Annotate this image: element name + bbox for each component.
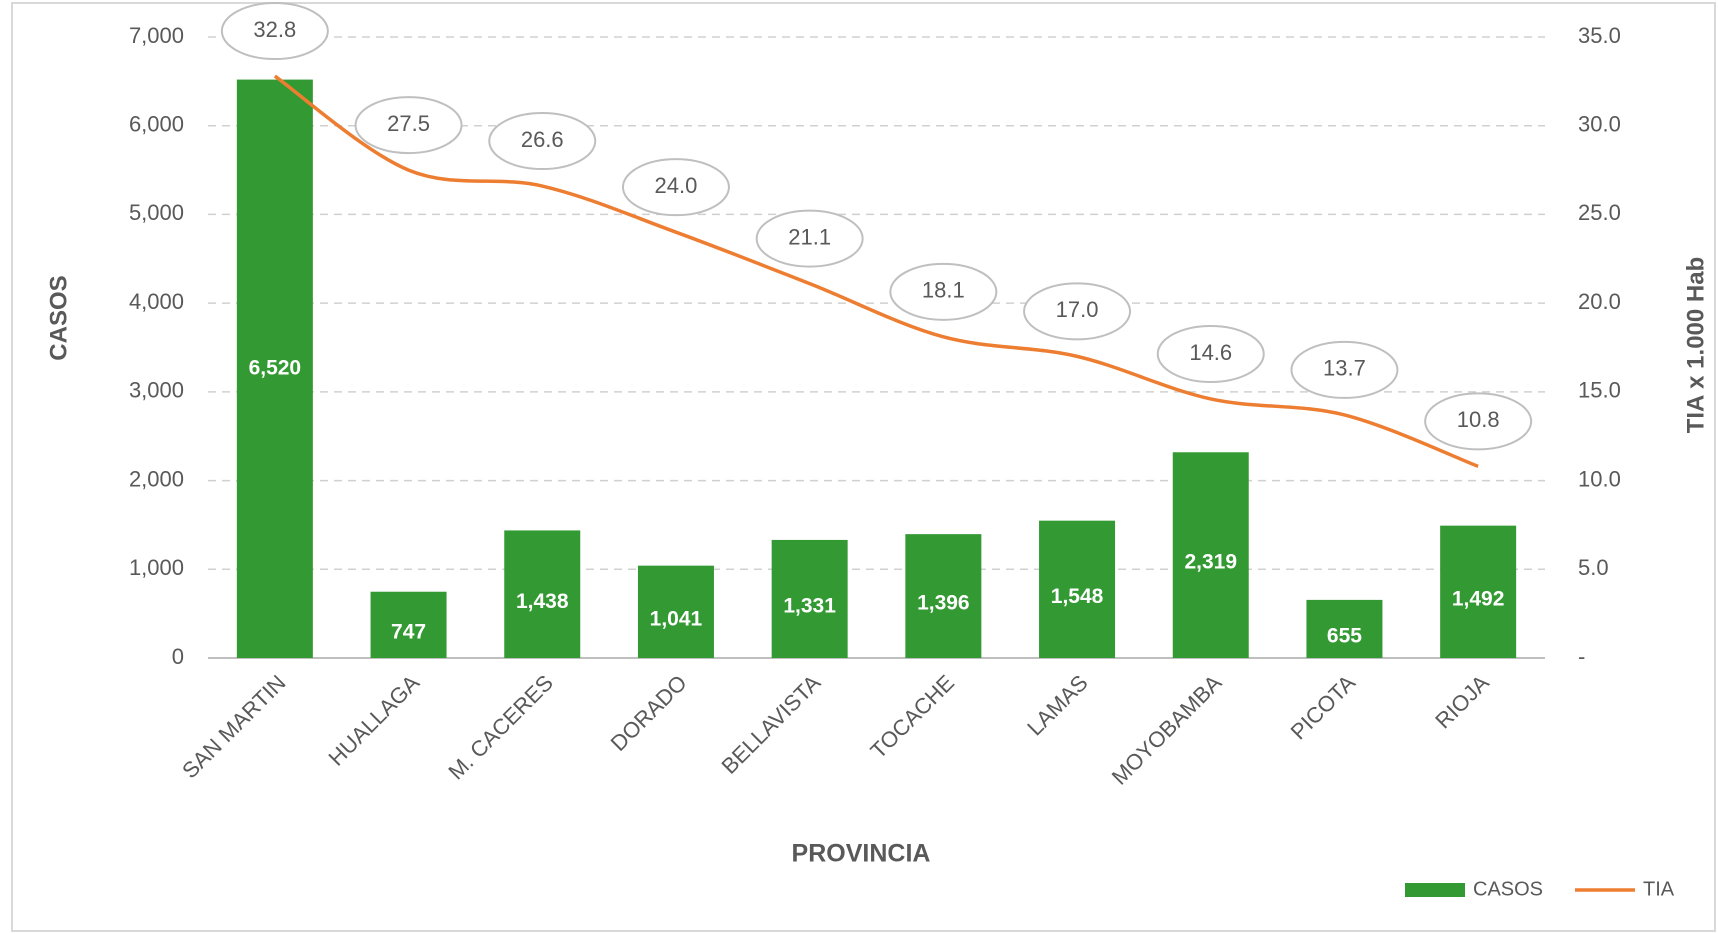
value-label-bubble	[354, 96, 463, 155]
line-value-label: 13.7	[1323, 356, 1366, 381]
bar-value-label: 747	[391, 620, 426, 643]
x-tick-label: LAMAS	[1022, 670, 1092, 740]
y2-tick-label: -	[1578, 644, 1585, 669]
value-label-bubble	[488, 112, 597, 171]
value-label-bubble	[220, 2, 329, 61]
y2-tick-label: 10.0	[1578, 466, 1621, 491]
bar	[236, 79, 313, 658]
bar	[771, 539, 848, 658]
y2-tick-label: 35.0	[1578, 23, 1621, 48]
value-label-bubble	[755, 209, 864, 268]
y-tick-label: 6,000	[129, 112, 184, 137]
y-tick-label: 3,000	[129, 378, 184, 403]
y2-tick-label: 20.0	[1578, 289, 1621, 314]
bar	[1039, 520, 1116, 658]
y-tick-label: 4,000	[129, 289, 184, 314]
y2-axis-title: TIA x 1.000 Hab	[1682, 257, 1709, 434]
y2-tick-label: 5.0	[1578, 555, 1609, 580]
x-tick-label: MOYOBAMBA	[1107, 670, 1227, 790]
x-tick-label: RIOJA	[1430, 670, 1494, 734]
bar-value-label: 6,520	[249, 356, 302, 379]
x-tick-label: M. CACERES	[443, 670, 557, 784]
x-tick-label: HUALLAGA	[324, 670, 425, 771]
legend-swatch	[1405, 883, 1465, 897]
x-axis-title: PROVINCIA	[792, 840, 931, 868]
line-value-label: 10.8	[1457, 407, 1500, 432]
bar-value-label: 2,319	[1184, 551, 1237, 574]
y-axis-title: CASOS	[45, 275, 72, 360]
y-tick-label: 5,000	[129, 200, 184, 225]
y-tick-label: 2,000	[129, 466, 184, 491]
bar-value-label: 1,548	[1051, 585, 1104, 608]
bar-value-label: 1,331	[783, 595, 836, 618]
x-tick-label: BELLAVISTA	[717, 670, 826, 779]
bar-value-label: 1,492	[1452, 587, 1505, 610]
value-label-bubble	[1424, 392, 1533, 451]
bar-value-label: 1,041	[650, 607, 703, 630]
y2-tick-label: 25.0	[1578, 200, 1621, 225]
x-tick-label: SAN MARTIN	[177, 670, 290, 783]
bar	[1306, 599, 1383, 658]
y2-tick-label: 30.0	[1578, 112, 1621, 137]
y2-tick-label: 15.0	[1578, 378, 1621, 403]
bar	[370, 591, 447, 658]
x-tick-label: DORADO	[606, 670, 692, 756]
bar	[1172, 452, 1249, 658]
line-value-label: 21.1	[788, 224, 831, 249]
x-tick-label: TOCACHE	[866, 670, 959, 763]
value-label-bubble	[1156, 324, 1265, 383]
value-label-bubble	[889, 262, 998, 321]
x-tick-label: PICOTA	[1286, 670, 1361, 745]
bar	[905, 534, 982, 658]
y-tick-label: 7,000	[129, 23, 184, 48]
tia-line	[273, 74, 1479, 469]
bar	[1440, 525, 1517, 658]
y-tick-label: 0	[172, 644, 184, 669]
bar-value-label: 1,396	[917, 592, 970, 615]
chart-border	[11, 2, 1716, 932]
bar-value-label: 655	[1327, 624, 1362, 647]
line-value-label: 18.1	[922, 278, 965, 303]
bar-value-label: 1,438	[516, 590, 569, 613]
line-value-label: 27.5	[387, 111, 430, 136]
line-value-label: 32.8	[253, 17, 296, 42]
value-label-bubble	[621, 158, 730, 217]
value-label-bubble	[1290, 340, 1399, 399]
line-value-label: 14.6	[1189, 340, 1232, 365]
y-tick-label: 1,000	[129, 555, 184, 580]
bar	[504, 530, 581, 658]
legend-label: CASOS	[1473, 878, 1543, 900]
line-value-label: 24.0	[655, 173, 698, 198]
bar	[637, 565, 714, 658]
legend-label: TIA	[1643, 878, 1675, 900]
line-value-label: 26.6	[521, 127, 564, 152]
line-value-label: 17.0	[1056, 297, 1099, 322]
value-label-bubble	[1023, 282, 1132, 341]
